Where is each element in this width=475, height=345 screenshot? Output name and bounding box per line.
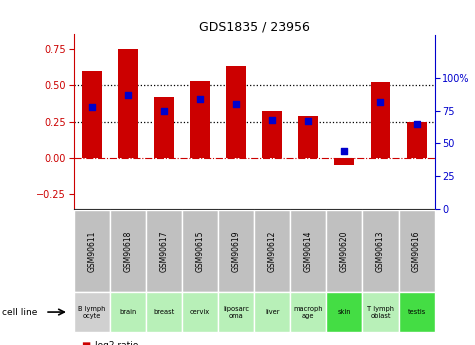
Bar <box>290 210 326 292</box>
Point <box>196 96 204 102</box>
Text: testis: testis <box>408 309 426 315</box>
Text: GSM90616: GSM90616 <box>412 230 421 272</box>
Text: cell line: cell line <box>2 307 38 317</box>
Bar <box>74 210 110 292</box>
Bar <box>254 292 290 332</box>
Text: GSM90611: GSM90611 <box>87 230 96 272</box>
Bar <box>118 49 138 158</box>
Bar <box>218 210 254 292</box>
Point <box>377 99 384 104</box>
Bar <box>290 292 326 332</box>
Text: GSM90617: GSM90617 <box>160 230 168 272</box>
Text: brain: brain <box>119 309 136 315</box>
Bar <box>326 210 362 292</box>
Text: breast: breast <box>153 309 174 315</box>
Bar <box>74 292 110 332</box>
Point <box>160 108 168 114</box>
Bar <box>362 292 399 332</box>
Bar <box>218 292 254 332</box>
Bar <box>226 67 246 158</box>
Text: GSM90614: GSM90614 <box>304 230 313 272</box>
Text: liver: liver <box>265 309 279 315</box>
Text: macroph
age: macroph age <box>294 306 323 318</box>
Point <box>124 92 132 98</box>
Text: skin: skin <box>338 309 351 315</box>
Bar <box>110 292 146 332</box>
Text: T lymph
oblast: T lymph oblast <box>367 306 394 318</box>
Point <box>232 101 240 107</box>
Point <box>341 148 348 154</box>
Text: ■: ■ <box>81 341 90 345</box>
Bar <box>262 111 282 158</box>
Bar <box>298 116 318 158</box>
Point <box>413 121 420 127</box>
Bar <box>182 210 218 292</box>
Bar <box>362 210 399 292</box>
Point <box>268 117 276 122</box>
Title: GDS1835 / 23956: GDS1835 / 23956 <box>199 20 310 33</box>
Point <box>88 104 95 110</box>
Bar <box>326 292 362 332</box>
Bar <box>146 210 182 292</box>
Text: GSM90618: GSM90618 <box>124 230 132 272</box>
Bar <box>254 210 290 292</box>
Bar <box>190 81 210 158</box>
Bar <box>399 210 435 292</box>
Bar <box>154 97 174 158</box>
Bar <box>399 292 435 332</box>
Text: GSM90612: GSM90612 <box>268 230 276 272</box>
Text: B lymph
ocyte: B lymph ocyte <box>78 306 105 318</box>
Bar <box>182 292 218 332</box>
Bar <box>370 82 390 158</box>
Text: GSM90613: GSM90613 <box>376 230 385 272</box>
Bar <box>82 71 102 158</box>
Bar <box>334 158 354 165</box>
Point <box>304 118 312 124</box>
Bar <box>146 292 182 332</box>
Text: GSM90620: GSM90620 <box>340 230 349 272</box>
Text: log2 ratio: log2 ratio <box>95 341 138 345</box>
Text: cervix: cervix <box>190 309 210 315</box>
Text: GSM90619: GSM90619 <box>232 230 240 272</box>
Text: liposarc
oma: liposarc oma <box>223 306 249 318</box>
Text: GSM90615: GSM90615 <box>196 230 204 272</box>
Bar <box>407 121 427 158</box>
Bar <box>110 210 146 292</box>
